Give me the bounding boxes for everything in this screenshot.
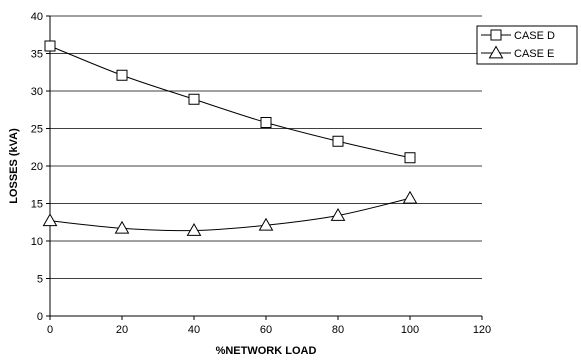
data-point-case-e [402, 190, 418, 204]
y-tick-label: 10 [31, 236, 43, 248]
series-line-case-e [49, 197, 411, 232]
data-point-case-e [258, 217, 274, 231]
data-point-case-e [114, 220, 130, 234]
y-tick-label: 30 [31, 86, 43, 98]
legend-label-case-d: CASE D [514, 30, 555, 42]
x-tick-label: 80 [332, 324, 344, 336]
y-tick-label: 25 [31, 124, 43, 136]
legend-item-case-e: CASE E [481, 45, 554, 60]
data-point-case-d [188, 93, 200, 105]
legend-item-case-d: CASE D [481, 29, 555, 42]
data-point-case-d [260, 117, 272, 128]
series-line-case-d [49, 45, 411, 159]
x-tick-label: 60 [260, 324, 272, 336]
series-group [42, 40, 418, 236]
data-point-case-e [186, 222, 202, 236]
x-axis-title: %NETWORK LOAD [216, 345, 317, 357]
x-tick-label: 0 [47, 324, 53, 336]
legend-marker-case-d [490, 29, 502, 41]
data-point-case-e [330, 207, 346, 221]
x-tick-label: 20 [116, 324, 128, 336]
y-axis-title: LOSSES (kVA) [8, 128, 20, 204]
gridlines [50, 15, 482, 279]
y-tick-label: 15 [31, 199, 43, 211]
x-tick-label: 120 [473, 324, 491, 336]
y-tick-label: 0 [37, 311, 43, 323]
data-point-case-d [44, 40, 56, 52]
series-case-e [42, 190, 418, 236]
legend-marker-case-e [488, 45, 504, 59]
y-tick-label: 20 [31, 161, 43, 173]
y-tick-label: 5 [37, 274, 43, 286]
x-tick-label: 40 [188, 324, 200, 336]
axes: 0 5 10 15 20 25 30 35 40 0 20 40 60 80 100 120 [31, 11, 491, 336]
y-tick-label: 40 [31, 11, 43, 23]
data-point-case-d [332, 135, 344, 147]
series-case-d [44, 40, 416, 164]
legend: CASE D CASE E [476, 25, 578, 65]
data-point-case-e [42, 213, 58, 227]
data-point-case-d [116, 69, 128, 81]
y-tick-label: 35 [31, 49, 43, 61]
data-point-case-d [404, 152, 416, 164]
x-tick-label: 100 [401, 324, 419, 336]
legend-label-case-e: CASE E [514, 48, 554, 60]
